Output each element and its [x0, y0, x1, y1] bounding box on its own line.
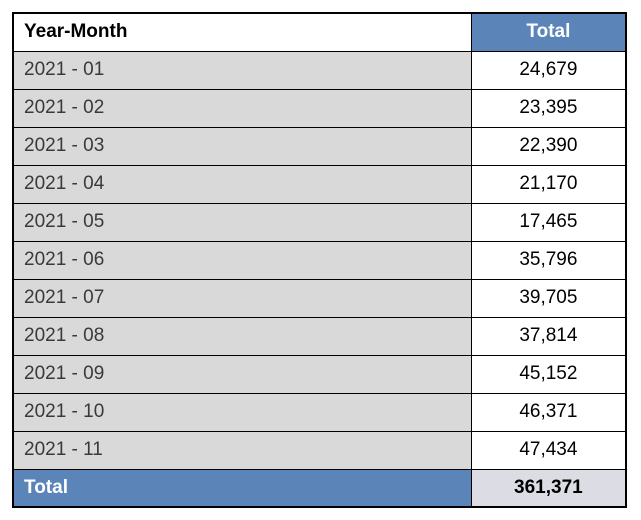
cell-total: 47,434: [471, 431, 626, 469]
table-row: 2021 - 05 17,465: [13, 203, 626, 241]
cell-month: 2021 - 07: [13, 279, 471, 317]
cell-total: 24,679: [471, 51, 626, 89]
cell-month: 2021 - 10: [13, 393, 471, 431]
table-row: 2021 - 07 39,705: [13, 279, 626, 317]
cell-total: 22,390: [471, 127, 626, 165]
cell-total: 23,395: [471, 89, 626, 127]
table-row: 2021 - 09 45,152: [13, 355, 626, 393]
table-row: 2021 - 01 24,679: [13, 51, 626, 89]
footer-row: Total 361,371: [13, 469, 626, 507]
cell-month: 2021 - 05: [13, 203, 471, 241]
col-header-month: Year-Month: [13, 13, 471, 51]
table-body: 2021 - 01 24,679 2021 - 02 23,395 2021 -…: [13, 51, 626, 507]
table-row: 2021 - 06 35,796: [13, 241, 626, 279]
cell-total: 21,170: [471, 165, 626, 203]
year-month-table: Year-Month Total 2021 - 01 24,679 2021 -…: [12, 12, 627, 508]
table-row: 2021 - 11 47,434: [13, 431, 626, 469]
cell-month: 2021 - 03: [13, 127, 471, 165]
footer-label: Total: [13, 469, 471, 507]
cell-total: 46,371: [471, 393, 626, 431]
table-row: 2021 - 03 22,390: [13, 127, 626, 165]
table-row: 2021 - 04 21,170: [13, 165, 626, 203]
cell-total: 35,796: [471, 241, 626, 279]
header-row: Year-Month Total: [13, 13, 626, 51]
cell-month: 2021 - 08: [13, 317, 471, 355]
cell-total: 17,465: [471, 203, 626, 241]
cell-month: 2021 - 02: [13, 89, 471, 127]
cell-month: 2021 - 04: [13, 165, 471, 203]
table-row: 2021 - 10 46,371: [13, 393, 626, 431]
table-row: 2021 - 08 37,814: [13, 317, 626, 355]
cell-total: 45,152: [471, 355, 626, 393]
cell-month: 2021 - 11: [13, 431, 471, 469]
cell-total: 37,814: [471, 317, 626, 355]
footer-value: 361,371: [471, 469, 626, 507]
table-row: 2021 - 02 23,395: [13, 89, 626, 127]
cell-total: 39,705: [471, 279, 626, 317]
col-header-total: Total: [471, 13, 626, 51]
cell-month: 2021 - 01: [13, 51, 471, 89]
cell-month: 2021 - 09: [13, 355, 471, 393]
cell-month: 2021 - 06: [13, 241, 471, 279]
